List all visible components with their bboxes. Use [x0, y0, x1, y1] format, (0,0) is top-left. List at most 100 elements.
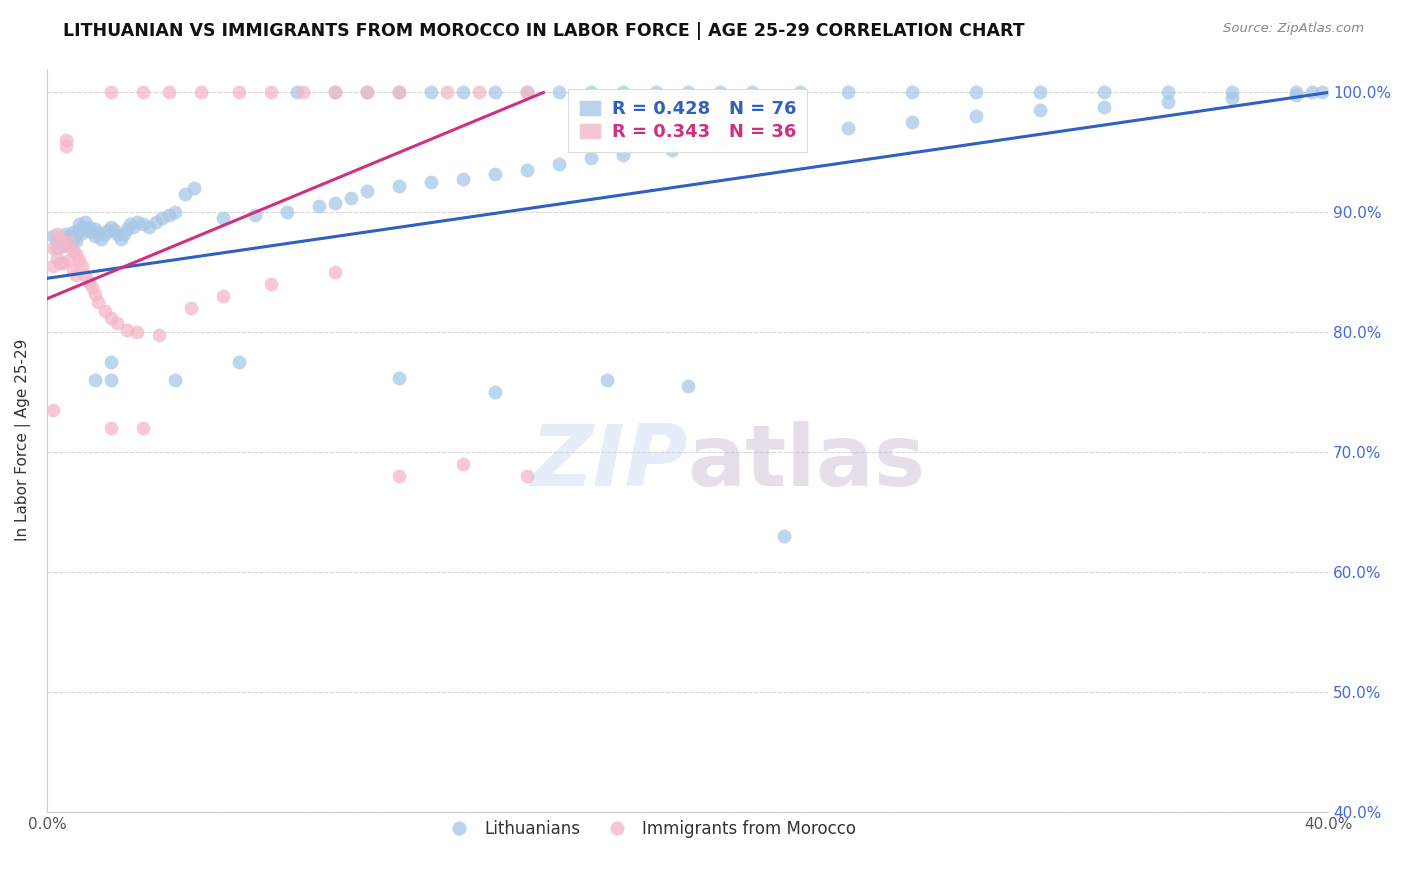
Point	[45, 241, 67, 255]
Point	[52, 239, 75, 253]
Point	[58, 229, 80, 244]
Point	[157, 208, 180, 222]
Point	[65, 247, 87, 261]
Point	[612, 148, 634, 162]
Point	[93, 303, 115, 318]
Point	[1157, 95, 1180, 109]
Point	[292, 86, 315, 100]
Point	[388, 179, 411, 194]
Point	[212, 289, 235, 303]
Point	[388, 86, 411, 100]
Point	[75, 268, 97, 282]
Point	[165, 373, 187, 387]
Point	[77, 275, 100, 289]
Point	[453, 86, 475, 100]
Point	[49, 232, 72, 246]
Point	[62, 244, 84, 258]
Point	[356, 184, 378, 198]
Point	[150, 211, 173, 226]
Point	[180, 301, 202, 316]
Point	[436, 86, 458, 100]
Point	[323, 195, 346, 210]
Point	[709, 86, 731, 100]
Point	[548, 86, 571, 100]
Point	[183, 181, 205, 195]
Point	[55, 139, 77, 153]
Point	[52, 239, 75, 253]
Point	[100, 421, 122, 435]
Point	[65, 234, 87, 248]
Point	[1092, 86, 1115, 100]
Point	[276, 205, 298, 219]
Point	[453, 457, 475, 471]
Point	[772, 529, 794, 543]
Point	[70, 226, 93, 240]
Point	[1029, 103, 1052, 118]
Point	[484, 167, 506, 181]
Point	[1029, 86, 1052, 100]
Point	[900, 86, 922, 100]
Point	[67, 223, 90, 237]
Point	[100, 86, 122, 100]
Point	[70, 219, 93, 234]
Point	[516, 163, 538, 178]
Point	[388, 371, 411, 385]
Point	[80, 225, 103, 239]
Point	[42, 241, 65, 255]
Point	[453, 171, 475, 186]
Point	[100, 219, 122, 234]
Point	[65, 268, 87, 282]
Point	[581, 152, 603, 166]
Point	[84, 222, 107, 236]
Point	[132, 86, 155, 100]
Text: atlas: atlas	[688, 421, 925, 504]
Point	[58, 253, 80, 268]
Point	[173, 187, 195, 202]
Text: ZIP: ZIP	[530, 421, 688, 504]
Point	[49, 256, 72, 270]
Point	[115, 323, 138, 337]
Point	[122, 219, 145, 234]
Point	[1310, 86, 1333, 100]
Point	[243, 208, 266, 222]
Point	[356, 86, 378, 100]
Point	[900, 115, 922, 129]
Point	[644, 86, 666, 100]
Point	[356, 86, 378, 100]
Point	[484, 385, 506, 400]
Point	[157, 86, 180, 100]
Point	[42, 403, 65, 417]
Point	[741, 86, 763, 100]
Point	[58, 236, 80, 251]
Point	[45, 251, 67, 265]
Point	[67, 218, 90, 232]
Point	[110, 232, 132, 246]
Point	[516, 86, 538, 100]
Point	[84, 373, 107, 387]
Point	[87, 295, 110, 310]
Point	[70, 260, 93, 274]
Point	[138, 219, 160, 234]
Point	[112, 227, 135, 241]
Point	[55, 234, 77, 248]
Point	[107, 227, 129, 241]
Point	[125, 215, 148, 229]
Point	[212, 211, 235, 226]
Point	[67, 253, 90, 268]
Text: LITHUANIAN VS IMMIGRANTS FROM MOROCCO IN LABOR FORCE | AGE 25-29 CORRELATION CHA: LITHUANIAN VS IMMIGRANTS FROM MOROCCO IN…	[63, 22, 1025, 40]
Point	[388, 86, 411, 100]
Point	[100, 355, 122, 369]
Point	[107, 316, 129, 330]
Point	[148, 327, 170, 342]
Point	[1301, 86, 1323, 100]
Point	[62, 232, 84, 246]
Point	[84, 229, 107, 244]
Point	[42, 229, 65, 244]
Point	[52, 232, 75, 246]
Point	[115, 222, 138, 236]
Point	[65, 227, 87, 241]
Point	[132, 421, 155, 435]
Point	[125, 326, 148, 340]
Point	[52, 256, 75, 270]
Point	[484, 86, 506, 100]
